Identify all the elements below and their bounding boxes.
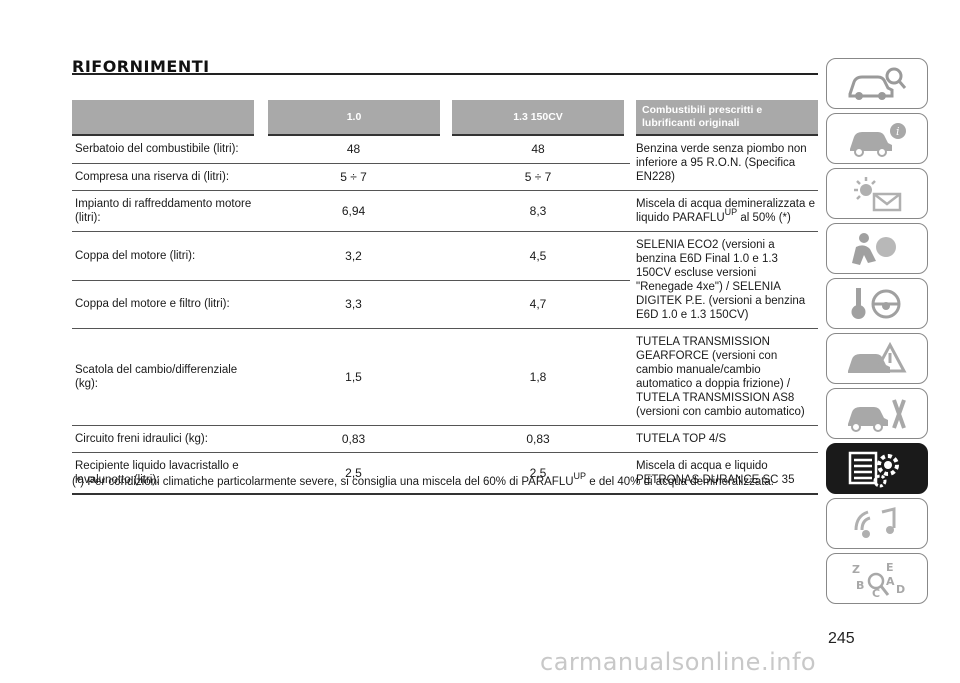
warning-lights-mail-icon: [854, 176, 902, 211]
engine-oil-spec: SELENIA ECO2 (versioni a benzina E6D Fin…: [630, 231, 818, 329]
coolant-spec: Miscela di acqua demineralizzata e liqui…: [630, 190, 818, 232]
chapter-tab-safety[interactable]: [826, 223, 928, 274]
row-label: Serbatoio del combustibile (litri):: [72, 135, 261, 164]
car-breakdown-icon: [848, 341, 907, 373]
title-divider: [72, 73, 818, 75]
coolant-text: Miscela di acqua demineralizzata e liqui…: [636, 198, 815, 224]
chapter-tab-dashboard[interactable]: i: [826, 113, 928, 164]
svg-text:C: C: [872, 587, 880, 599]
chapter-sidebar: i: [826, 58, 930, 608]
row-value-1-3: 1,8: [446, 328, 630, 426]
row-value-1-0: 1,5: [261, 328, 446, 426]
row-value-1-0: 5 ÷ 7: [261, 163, 446, 191]
table-row: Scatola del cambio/differenziale (kg): 1…: [72, 328, 818, 426]
chapter-tab-multimedia[interactable]: [826, 498, 928, 549]
row-label: Coppa del motore (litri):: [72, 231, 261, 281]
airbag-person-icon: [852, 232, 896, 265]
car-maintenance-tools-icon: [848, 398, 906, 432]
table-row: Impianto di raffreddamento motore (litri…: [72, 190, 818, 232]
page-title: RIFORNIMENTI: [72, 57, 210, 76]
table-row: Compresa una riserva di (litri): 5 ÷ 7 5…: [72, 163, 818, 191]
header-engine-1-0: 1.0: [261, 100, 452, 136]
row-value-1-0: 6,94: [261, 190, 446, 232]
row-value-1-3: 2,5: [446, 452, 630, 495]
header-engine-1-3: 1.3 150CV: [446, 100, 636, 136]
table-row: Coppa del motore (litri): 3,2 4,5 SELENI…: [72, 231, 818, 329]
washer-fluid-spec: Miscela di acqua e liquido PETRONAS DURA…: [630, 452, 818, 495]
row-label: Scatola del cambio/differenziale (kg):: [72, 328, 261, 426]
footnote-text: (*) Per condizioni climatiche particolar…: [72, 476, 574, 488]
header-blank: [72, 100, 268, 136]
row-value-1-3: 0,83: [446, 425, 630, 453]
row-label: Compresa una riserva di (litri):: [72, 163, 261, 191]
table-row: Coppa del motore e filtro (litri): 3,3 4…: [72, 280, 818, 329]
row-value-1-0: 48: [261, 135, 446, 164]
chapter-tab-starting-driving[interactable]: [826, 278, 928, 329]
row-value-1-3: 4,7: [446, 280, 630, 329]
alphabetical-index-icon: Z E B A C D: [852, 561, 905, 599]
row-value-1-3: 48: [446, 135, 630, 164]
chapter-tab-maintenance[interactable]: [826, 388, 928, 439]
chapter-tab-warning-lights[interactable]: [826, 168, 928, 219]
page-number: 245: [828, 630, 855, 647]
row-label: Coppa del motore e filtro (litri):: [72, 280, 261, 329]
technical-data-gear-icon: [848, 451, 899, 487]
row-value-1-0: 0,83: [261, 425, 446, 453]
footnote: (*) Per condizioni climatiche particolar…: [72, 472, 832, 489]
key-steering-wheel-icon: [851, 287, 901, 319]
multimedia-music-icon: [854, 506, 896, 538]
row-label: Impianto di raffreddamento motore (litri…: [72, 190, 261, 232]
watermark: carmanualsonline.info: [540, 648, 817, 676]
row-label: Recipiente liquido lavacristallo e laval…: [72, 452, 261, 495]
footnote-text-end: e del 40% di acqua demineralizzata.: [586, 476, 774, 488]
row-value-1-0: 2,5: [261, 452, 446, 495]
table-row: Serbatoio del combustibile (litri): 48 4…: [72, 135, 818, 191]
chapter-tab-index[interactable]: Z E B A C D: [826, 553, 928, 604]
chapter-tab-technical-data[interactable]: [826, 443, 928, 494]
chapter-tab-emergency[interactable]: [826, 333, 928, 384]
table-row: Circuito freni idraulici (kg): 0,83 0,83…: [72, 425, 818, 453]
svg-text:i: i: [896, 125, 900, 138]
svg-text:D: D: [896, 583, 905, 596]
refuelling-table: 1.0 1.3 150CV Combustibili prescritti e …: [72, 100, 818, 495]
svg-text:Z: Z: [852, 563, 860, 576]
chapter-tab-knowing-vehicle[interactable]: [826, 58, 928, 109]
row-value-1-0: 3,3: [261, 280, 446, 329]
car-info-icon: i: [850, 122, 906, 157]
gearbox-oil-spec: TUTELA TRANSMISSION GEARFORCE (versioni …: [630, 328, 818, 426]
brake-fluid-spec: TUTELA TOP 4/S: [630, 425, 818, 453]
svg-text:B: B: [856, 579, 864, 592]
row-value-1-3: 4,5: [446, 231, 630, 281]
car-search-icon: [848, 67, 907, 100]
table-header-row: 1.0 1.3 150CV Combustibili prescritti e …: [72, 100, 818, 136]
row-label: Circuito freni idraulici (kg):: [72, 425, 261, 453]
svg-text:E: E: [886, 561, 894, 574]
svg-text:A: A: [886, 575, 895, 588]
coolant-text-end: al 50% (*): [737, 212, 791, 224]
coolant-superscript: UP: [724, 207, 738, 217]
table-row: Recipiente liquido lavacristallo e laval…: [72, 452, 818, 495]
footnote-superscript: UP: [573, 471, 587, 481]
row-value-1-3: 5 ÷ 7: [446, 163, 630, 191]
fuel-spec: Benzina verde senza piombo non inferiore…: [630, 135, 818, 191]
header-fluids: Combustibili prescritti e lubrificanti o…: [630, 100, 818, 136]
row-value-1-0: 3,2: [261, 231, 446, 281]
row-value-1-3: 8,3: [446, 190, 630, 232]
